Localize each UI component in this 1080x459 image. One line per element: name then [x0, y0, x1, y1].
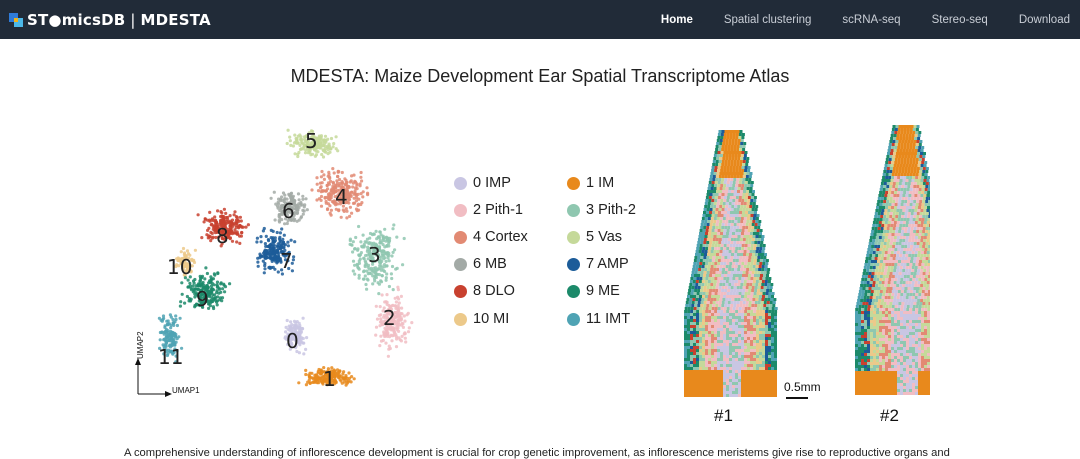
legend-dot: [567, 230, 580, 244]
umap-cluster-number: 9: [196, 287, 209, 311]
nav-links: Home Spatial clustering scRNA-seq Stereo…: [630, 0, 1070, 39]
umap-y-axis-label: UMAP2: [136, 331, 145, 359]
legend-label: 11 IMT: [586, 311, 631, 327]
nav-stereo-seq[interactable]: Stereo-seq: [931, 13, 988, 26]
nav-spatial-clustering[interactable]: Spatial clustering: [723, 13, 812, 26]
umap-cluster-number: 1: [323, 367, 336, 391]
app-name: MDESTA: [140, 11, 211, 29]
scale-label: 0.5mm: [784, 380, 821, 394]
legend-item: 1 IM: [567, 175, 614, 191]
legend-item: 8 DLO: [454, 283, 515, 299]
umap-x-axis-label: UMAP1: [172, 386, 200, 395]
brand-name: ST●micsDB: [27, 11, 126, 29]
umap-cluster-number: 10: [167, 255, 192, 279]
umap-cluster-number: 4: [335, 185, 348, 209]
legend-label: 10 MI: [473, 311, 510, 327]
legend-dot: [567, 257, 580, 271]
legend-label: 9 ME: [586, 283, 620, 299]
legend-label: 3 Pith-2: [586, 202, 636, 218]
nav-scrna-seq[interactable]: scRNA-seq: [842, 13, 901, 26]
legend-dot: [454, 230, 467, 244]
legend-label: 0 IMP: [473, 175, 511, 191]
legend-label: 5 Vas: [586, 229, 623, 245]
umap-cluster-number: 3: [368, 243, 381, 267]
legend-label: 2 Pith-1: [473, 202, 523, 218]
legend-dot: [454, 203, 467, 217]
atlas-figure: 5 4 3 2 6 7 8 10 9 11 0 1 UMAP1 UMAP2 0 IMP 1 IM 2 …: [0, 110, 1080, 430]
nav-download[interactable]: Download: [1018, 13, 1070, 26]
brand-separator: |: [130, 11, 136, 29]
legend-item: 7 AMP: [567, 256, 629, 272]
legend-dot: [454, 176, 467, 190]
legend-item: 0 IMP: [454, 175, 511, 191]
page-title: MDESTA: Maize Development Ear Spatial Tr…: [290, 66, 790, 86]
umap-cluster-number: 8: [216, 224, 229, 248]
sample-label-1: #1: [714, 406, 733, 425]
legend-dot: [454, 312, 467, 326]
umap-cluster-number: 2: [383, 306, 396, 330]
legend-item: 10 MI: [454, 311, 509, 327]
sample-label-2: #2: [880, 406, 899, 425]
top-navbar: ST●micsDB | MDESTA Home Spatial clusteri…: [0, 0, 1080, 39]
legend-label: 7 AMP: [586, 256, 629, 272]
legend-item: 4 Cortex: [454, 229, 528, 245]
intro-paragraph: A comprehensive understanding of inflore…: [124, 447, 950, 459]
brand[interactable]: ST●micsDB | MDESTA: [9, 9, 211, 31]
legend-dot: [454, 257, 467, 271]
umap-cluster-number: 0: [286, 329, 299, 353]
legend-dot: [567, 312, 580, 326]
legend-item: 9 ME: [567, 283, 620, 299]
spatial-sections: [684, 125, 930, 397]
umap-cluster-number: 11: [158, 345, 183, 369]
legend-item: 2 Pith-1: [454, 202, 523, 218]
stomics-logo-icon: [9, 13, 23, 27]
umap-cluster-number: 7: [280, 249, 293, 273]
legend-item: 5 Vas: [567, 229, 622, 245]
nav-home[interactable]: Home: [660, 13, 693, 26]
legend-label: 1 IM: [586, 175, 615, 191]
legend-dot: [454, 284, 467, 298]
umap-cluster-number: 6: [282, 199, 295, 223]
umap-plot: 5 4 3 2 6 7 8 109 11 01 UMAP1 UMAP2: [135, 128, 414, 397]
legend-item: 3 Pith-2: [567, 202, 636, 218]
legend-label: 8 DLO: [473, 283, 515, 299]
legend-dot: [567, 284, 580, 298]
legend-label: 6 MB: [473, 256, 507, 272]
scale-bar: [786, 397, 808, 399]
legend-item: 6 MB: [454, 256, 507, 272]
legend-dot: [567, 176, 580, 190]
umap-cluster-number: 5: [305, 129, 318, 153]
legend-label: 4 Cortex: [473, 229, 528, 245]
legend-dot: [567, 203, 580, 217]
legend-item: 11 IMT: [567, 311, 630, 327]
